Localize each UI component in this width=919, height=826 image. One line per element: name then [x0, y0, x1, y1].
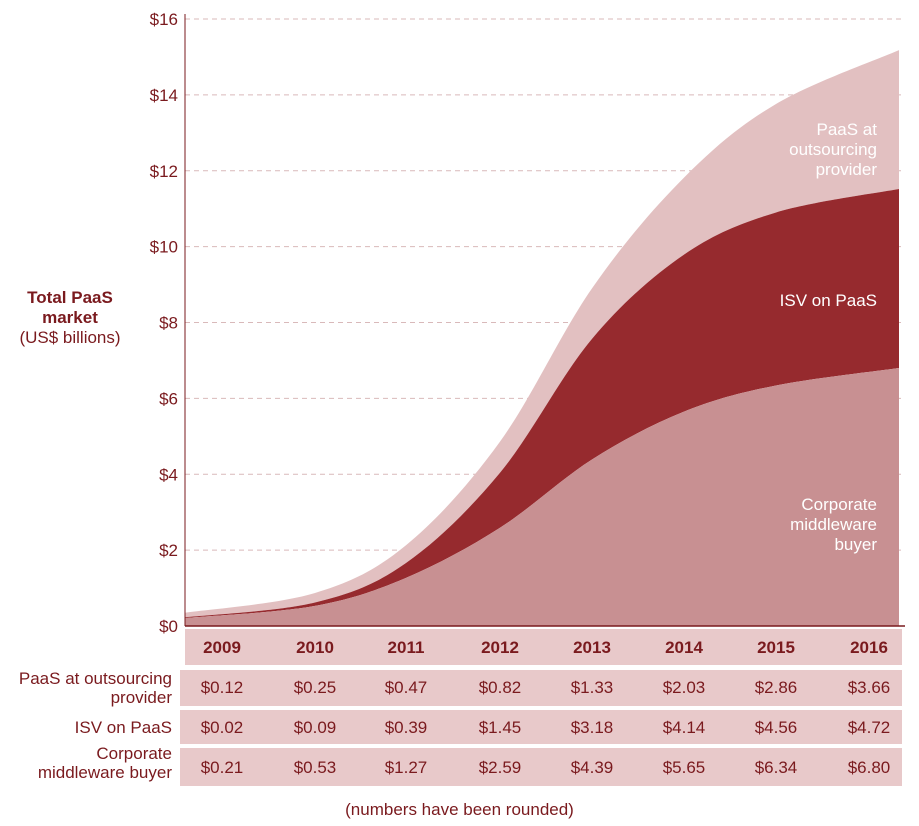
area-corporate-middleware: [185, 368, 899, 626]
x-tick-label: 2014: [665, 638, 703, 657]
table-cell: $0.47: [384, 678, 428, 697]
row-label-line: ISV on PaaS: [74, 718, 172, 737]
row-label-line: Corporate: [96, 744, 172, 763]
table-cell: $3.66: [847, 678, 891, 697]
series-label-line: buyer: [834, 535, 877, 554]
table-cell: $0.82: [478, 678, 522, 697]
table-cell: $3.18: [570, 718, 614, 737]
y-axis-label: Total PaaS market (US$ billions): [10, 288, 130, 348]
series-label-line: ISV on PaaS: [780, 291, 877, 310]
table-row-outsourcing: PaaS at outsourcing provider $0.12 $0.25 $…: [0, 668, 919, 708]
table-cell: $0.02: [200, 718, 244, 737]
table-cell: $0.53: [293, 758, 337, 777]
row-label: Corporate middleware buyer: [0, 744, 172, 782]
table-row-isv: ISV on PaaS $0.02 $0.09 $0.39 $1.45 $3.18 $4.…: [0, 708, 919, 746]
table-cell: $0.12: [200, 678, 244, 697]
y-tick-label: $8: [159, 314, 178, 333]
series-label-line: Corporate: [801, 495, 877, 514]
row-label: ISV on PaaS: [0, 718, 172, 737]
row-label-line: PaaS at outsourcing: [18, 669, 172, 688]
y-tick-label: $12: [150, 162, 178, 181]
x-tick-label: 2010: [296, 638, 334, 657]
series-label-line: middleware: [790, 515, 877, 534]
x-tick-label: 2015: [757, 638, 795, 657]
year-header-band: [185, 629, 902, 665]
x-tick-label: 2013: [573, 638, 611, 657]
series-label-line: outsourcing: [789, 140, 877, 159]
series-label-line: PaaS at: [817, 120, 878, 139]
table-cell: $4.72: [847, 718, 891, 737]
row-label: PaaS at outsourcing provider: [0, 669, 172, 707]
y-tick-label: $16: [150, 10, 178, 29]
table-cell: $1.33: [570, 678, 614, 697]
y-tick-label: $4: [159, 465, 178, 484]
series-label-isv: ISV on PaaS: [780, 291, 877, 310]
table-cell: $4.56: [754, 718, 798, 737]
footnote: (numbers have been rounded): [345, 800, 574, 819]
y-tick-label: $10: [150, 238, 178, 257]
row-background: [180, 670, 902, 706]
table-cell: $1.27: [384, 758, 428, 777]
y-axis-units: (US$ billions): [19, 328, 121, 347]
y-tick-label: $2: [159, 541, 178, 560]
x-tick-label: 2011: [388, 638, 425, 657]
table-cell: $4.39: [570, 758, 614, 777]
table-cell: $0.21: [200, 758, 244, 777]
series-label-corporate: Corporate middleware buyer: [790, 495, 877, 554]
x-tick-label: 2012: [481, 638, 519, 657]
table-cell: $1.45: [478, 718, 522, 737]
row-background: [180, 710, 902, 744]
area-paas-outsourcing: [185, 50, 899, 618]
table-cell: $0.09: [293, 718, 337, 737]
y-tick-label: $6: [159, 389, 178, 408]
table-cell: $2.59: [478, 758, 522, 777]
y-axis-title: Total PaaS market: [27, 288, 113, 327]
y-tick-label: $0: [159, 617, 178, 636]
table-cell: $5.65: [662, 758, 706, 777]
row-label-line: middleware buyer: [37, 763, 172, 782]
table-cell: $2.86: [754, 678, 798, 697]
table-cell: $0.25: [293, 678, 337, 697]
row-background: [180, 748, 902, 786]
x-tick-label: 2016: [850, 638, 888, 657]
table-cell: $0.39: [384, 718, 428, 737]
table-row-corporate: Corporate middleware buyer $0.21 $0.53 $1.…: [0, 744, 919, 790]
series-label-outsourcing: PaaS at outsourcing provider: [789, 120, 877, 179]
table-cell: $2.03: [662, 678, 706, 697]
area-isv-on-paas: [185, 188, 899, 619]
table-cell: $6.34: [754, 758, 798, 777]
x-tick-label: 2009: [203, 638, 241, 657]
series-label-line: provider: [816, 160, 878, 179]
y-tick-label: $14: [150, 86, 178, 105]
table-cell: $6.80: [847, 758, 891, 777]
table-cell: $4.14: [662, 718, 706, 737]
row-label-line: provider: [110, 688, 172, 707]
